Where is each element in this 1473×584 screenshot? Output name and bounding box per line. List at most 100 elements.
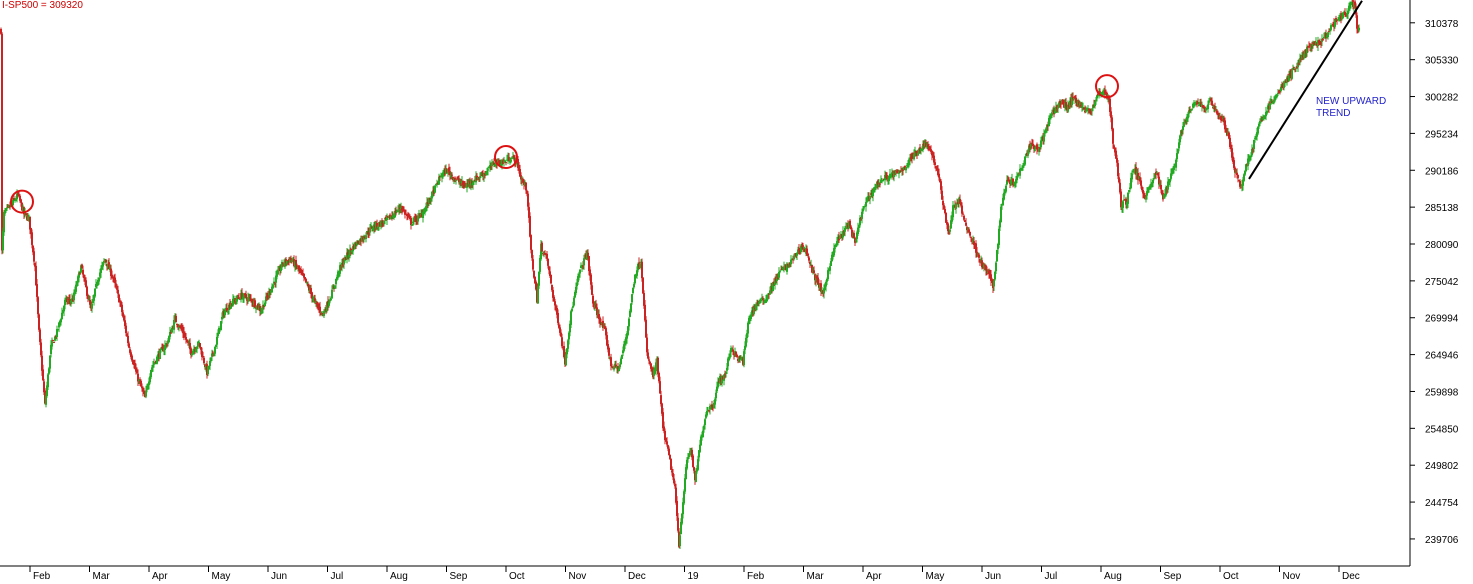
candle	[1205, 107, 1207, 114]
candle-body	[423, 212, 425, 214]
candle	[687, 453, 689, 463]
candle	[265, 292, 267, 304]
candle	[621, 354, 623, 360]
candle-body	[1252, 148, 1254, 150]
candle	[1019, 164, 1021, 179]
candle	[531, 249, 533, 261]
candle-body	[735, 351, 737, 355]
candle-body	[483, 173, 485, 179]
candle-body	[948, 231, 950, 234]
candle-body	[160, 348, 162, 350]
candle-body	[23, 207, 25, 215]
candle-body	[648, 359, 650, 361]
candle-body	[736, 354, 738, 358]
candle	[184, 331, 186, 338]
candle-body	[788, 264, 790, 266]
candle-body	[1111, 117, 1113, 130]
candle-body	[964, 220, 966, 223]
candle-body	[459, 182, 461, 184]
candle	[591, 282, 593, 296]
candle	[354, 241, 356, 250]
candle	[715, 389, 717, 402]
candle-body	[402, 209, 404, 211]
candle-body	[907, 163, 909, 167]
candle	[159, 348, 161, 360]
candle-body	[627, 326, 629, 335]
candle-body	[797, 249, 799, 254]
trend-line	[1248, 0, 1363, 180]
candle-body	[671, 470, 673, 473]
candle	[441, 173, 443, 183]
candle-body	[758, 302, 760, 304]
candle-body	[427, 202, 429, 205]
candle-body	[15, 199, 17, 201]
candle-body	[1320, 42, 1322, 44]
candle	[1239, 179, 1241, 189]
candle-body	[1085, 110, 1087, 112]
candle-body	[856, 232, 858, 239]
candle-body	[376, 223, 378, 228]
candle-body	[842, 231, 844, 238]
candle	[1245, 163, 1247, 173]
candle	[851, 227, 853, 239]
candle-body	[6, 207, 8, 209]
candle-body	[865, 201, 867, 207]
candle-body	[499, 162, 501, 166]
candle-body	[61, 312, 63, 320]
candle-body	[704, 419, 706, 425]
candle-body	[920, 148, 922, 151]
candle-body	[1239, 180, 1241, 187]
candle-body	[191, 353, 193, 356]
candle-body	[272, 284, 274, 289]
candle-body	[658, 372, 660, 382]
candle	[185, 333, 187, 344]
candle-body	[67, 300, 69, 302]
candle-body	[185, 336, 187, 340]
candle	[178, 323, 180, 332]
candle-body	[1152, 180, 1154, 184]
candle-body	[1292, 67, 1294, 69]
candle	[647, 349, 649, 360]
candle-body	[257, 303, 259, 309]
candle	[560, 329, 562, 338]
candle-body	[484, 174, 486, 176]
candle-body	[1131, 173, 1133, 180]
candle-body	[893, 173, 895, 178]
candle	[410, 215, 412, 230]
candle-body	[1091, 108, 1093, 112]
candle-body	[31, 232, 33, 245]
candle	[815, 273, 817, 287]
candle	[750, 312, 752, 322]
candle-body	[442, 172, 444, 175]
candle	[1265, 106, 1267, 121]
candle-body	[1146, 191, 1148, 196]
candle-body	[164, 345, 166, 351]
candle-body	[970, 236, 972, 238]
candle-body	[1172, 169, 1174, 174]
candle-body	[1046, 124, 1048, 129]
candle	[118, 293, 120, 303]
candle	[901, 167, 903, 176]
candle	[249, 293, 251, 302]
candle	[1094, 99, 1096, 109]
candle-body	[813, 270, 815, 274]
candle-body	[825, 281, 827, 287]
candle-body	[943, 205, 945, 209]
candle-body	[105, 259, 107, 263]
candle-body	[1244, 170, 1246, 175]
candle	[1173, 163, 1175, 174]
candle	[38, 313, 40, 332]
candle-body	[210, 357, 212, 361]
candle-body	[721, 376, 723, 384]
candle-body	[477, 177, 479, 180]
candle-body	[251, 299, 253, 303]
candle-body	[1210, 99, 1212, 101]
candle-body	[51, 341, 53, 347]
candle-body	[1182, 126, 1184, 131]
candle	[1033, 144, 1035, 154]
candle	[1032, 139, 1034, 147]
candle-body	[98, 277, 100, 282]
candle-body	[46, 385, 48, 396]
candle	[790, 255, 792, 268]
candle-body	[774, 278, 776, 285]
